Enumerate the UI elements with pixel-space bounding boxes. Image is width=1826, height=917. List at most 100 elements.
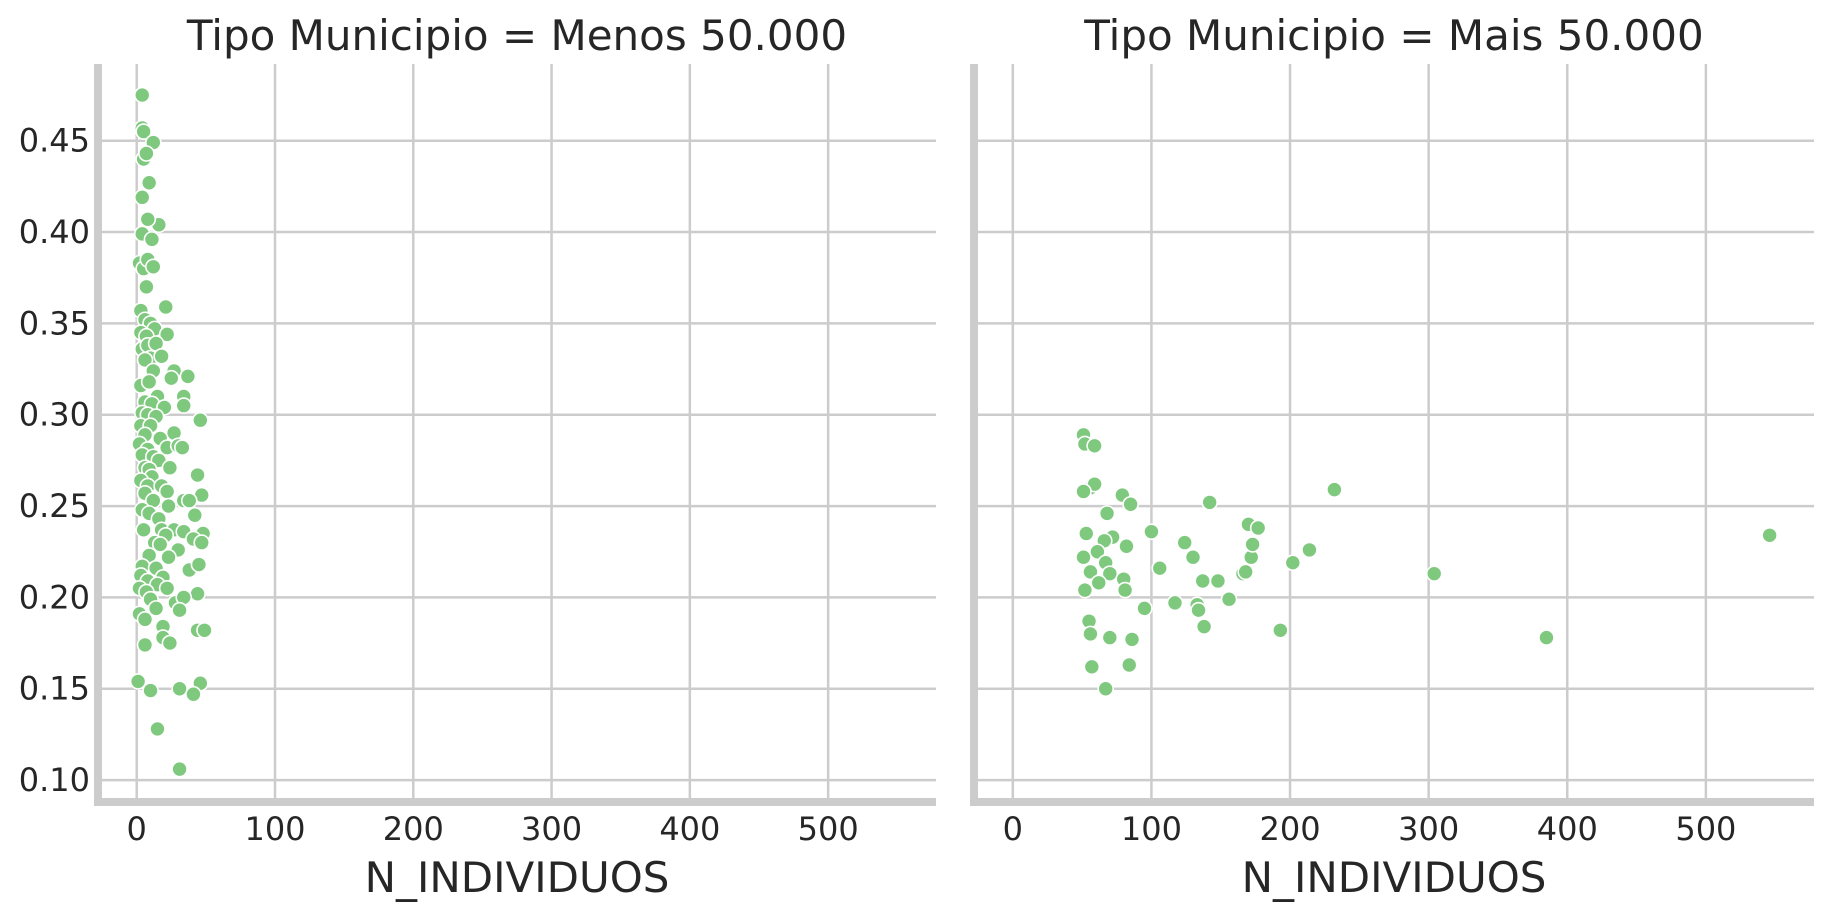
y-tick-label: 0.15	[19, 670, 90, 708]
scatter-point	[1284, 554, 1302, 571]
scatter-point	[1190, 601, 1207, 619]
x-tick-label: 400	[1537, 810, 1598, 848]
scatter-point	[1237, 563, 1254, 581]
scatter-point	[196, 621, 213, 639]
scatter-point	[1425, 565, 1443, 582]
scatter-point	[1082, 563, 1099, 581]
scatter-point	[161, 634, 179, 652]
scatter-point	[175, 397, 193, 414]
x-tick-label: 100	[244, 810, 305, 848]
scatter-point	[1220, 590, 1238, 608]
x-axis-label: N_INDIVIDUOS	[1242, 853, 1547, 902]
scatter-point	[1249, 519, 1267, 537]
scatter-point	[171, 601, 188, 619]
scatter-point	[160, 497, 177, 515]
scatter-point	[185, 685, 202, 703]
x-tick-label: 0	[127, 810, 147, 848]
scatter-point	[190, 556, 208, 573]
facet-title: Tipo Municipio = Mais 50.000	[1083, 11, 1703, 60]
x-tick-labels: 0 100 200 300 400 500	[127, 810, 859, 848]
x-tick-label: 300	[521, 810, 582, 848]
scatter-point	[133, 189, 151, 206]
x-tick-label: 400	[659, 810, 720, 848]
scatter-point	[1077, 525, 1095, 542]
scatter-point	[1301, 541, 1318, 559]
scatter-point	[193, 534, 211, 551]
scatter-point	[143, 231, 161, 248]
scatter-point	[174, 439, 191, 456]
scatter-point	[192, 411, 209, 429]
scatter-point	[1194, 572, 1212, 590]
scatter-point	[1118, 537, 1135, 555]
scatter-point	[161, 459, 179, 477]
scatter-point	[1209, 572, 1227, 590]
y-tick-label: 0.35	[19, 304, 90, 342]
scatter-point	[1151, 559, 1169, 577]
scatter-point	[1090, 574, 1108, 592]
scatter-point	[1116, 581, 1134, 599]
scatter-point	[171, 680, 188, 698]
scatter-point	[1098, 505, 1116, 522]
scatter-point	[139, 210, 157, 228]
scatter-point	[1244, 536, 1261, 553]
scatter-point	[1120, 656, 1138, 674]
scatter-point	[160, 548, 177, 566]
scatter-point	[136, 636, 154, 654]
scatter-point	[1122, 495, 1139, 513]
scatter-point	[189, 466, 206, 484]
facet-title: Tipo Municipio = Menos 50.000	[186, 11, 847, 60]
scatter-point	[1272, 621, 1289, 639]
scatter-point	[1201, 494, 1218, 511]
scatter-point	[1075, 483, 1092, 500]
x-tick-labels: 0 100 200 300 400 500	[1003, 810, 1737, 848]
x-tick-label: 0	[1003, 810, 1023, 848]
scatter-point	[1123, 631, 1141, 648]
gridlines	[974, 64, 1814, 802]
scatter-point	[147, 600, 165, 617]
scatter-point	[153, 347, 170, 365]
scatter-point	[145, 258, 162, 276]
scatter-points	[1075, 426, 1778, 698]
scatter-point	[180, 492, 198, 509]
scatter-point	[1082, 625, 1099, 643]
gridlines	[98, 64, 936, 802]
y-tick-label: 0.25	[19, 487, 90, 525]
x-tick-label: 300	[1398, 810, 1459, 848]
scatter-point	[129, 673, 147, 690]
scatter-point	[158, 326, 176, 343]
scatter-point	[136, 351, 154, 369]
scatter-point	[1136, 600, 1153, 617]
scatter-point	[1083, 658, 1101, 676]
scatter-point	[189, 585, 206, 603]
scatter-point	[1097, 680, 1114, 698]
scatter-point	[138, 278, 155, 296]
scatter-point	[162, 369, 180, 387]
scatter-point	[149, 720, 166, 738]
y-tick-label: 0.20	[19, 578, 90, 616]
scatter-point	[1538, 629, 1555, 646]
scatter-point	[151, 536, 169, 553]
scatter-point	[1101, 565, 1119, 582]
x-tick-label: 200	[383, 810, 444, 848]
axis-spines	[94, 64, 936, 806]
scatter-point	[1195, 618, 1213, 635]
y-tick-labels: 0.10 0.15 0.20 0.25 0.30 0.35 0.40 0.45	[19, 122, 90, 799]
y-tick-label: 0.30	[19, 396, 90, 434]
scatter-point	[135, 123, 152, 140]
scatter-point	[1184, 548, 1202, 566]
y-tick-label: 0.45	[19, 122, 90, 160]
scatter-point	[171, 760, 188, 778]
scatter-point	[1089, 543, 1106, 561]
scatter-point	[136, 611, 154, 628]
scatter-point	[140, 174, 158, 192]
scatter-point	[1101, 629, 1119, 646]
scatter-point	[157, 298, 175, 316]
facet-panel-mais-50000: 0 100 200 300 400 500 Tipo Municipio = Mais 5…	[970, 11, 1814, 902]
scatter-point	[158, 483, 176, 500]
x-axis-label: N_INDIVIDUOS	[365, 853, 670, 902]
x-tick-label: 500	[1675, 810, 1736, 848]
scatter-point	[1761, 526, 1778, 544]
scatter-point	[1076, 581, 1094, 599]
scatter-point	[142, 682, 159, 699]
